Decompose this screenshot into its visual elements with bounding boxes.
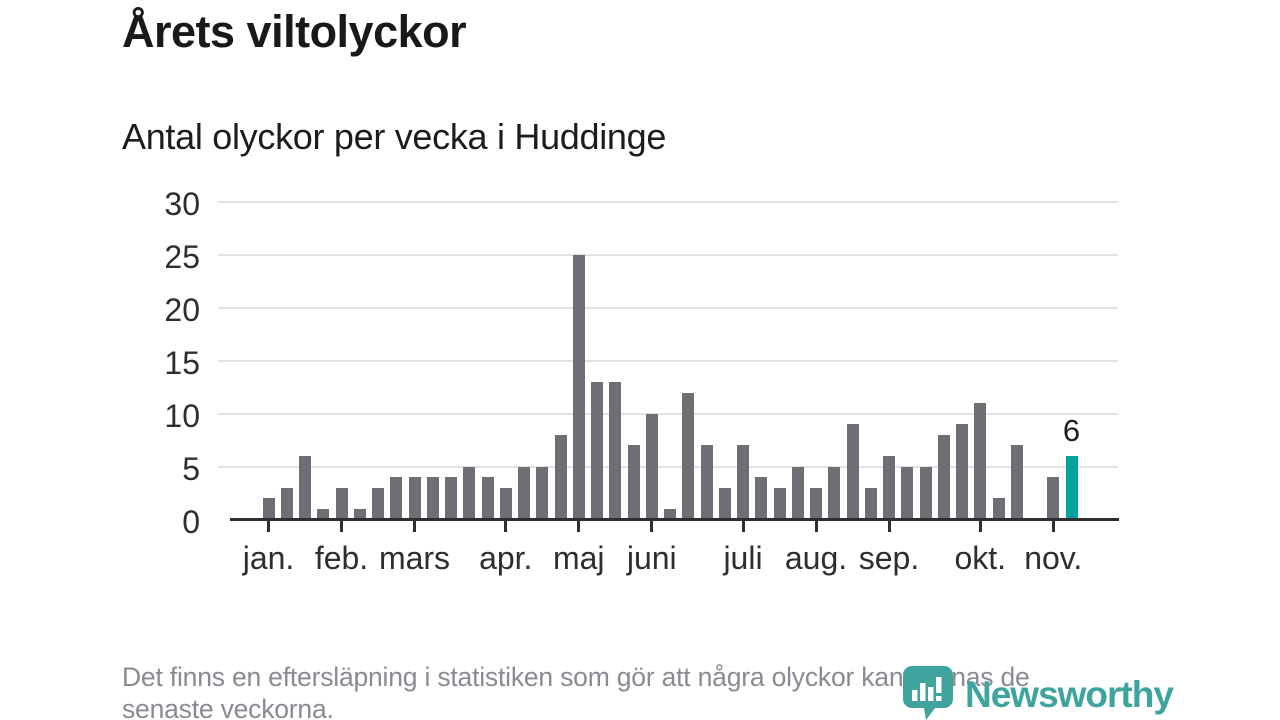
bar [536, 466, 549, 520]
bar [609, 381, 622, 520]
bar [864, 487, 877, 520]
bar [773, 487, 786, 520]
bar [280, 487, 293, 520]
x-axis-month-label: feb. [314, 540, 369, 576]
y-axis-tick-label: 25 [164, 239, 200, 275]
bar [901, 466, 914, 520]
bar [426, 477, 439, 520]
gridline [218, 465, 1118, 468]
x-axis-tick [887, 521, 891, 532]
footnote-line2: senaste veckorna. [122, 694, 334, 720]
x-axis-month-label: mars [378, 540, 451, 576]
bar [390, 477, 403, 520]
x-axis-tick [978, 521, 982, 532]
highlight-value-label: 6 [1062, 413, 1081, 449]
bar [645, 413, 658, 520]
x-axis-tick [1051, 521, 1055, 532]
bar [992, 498, 1005, 520]
bar [791, 466, 804, 520]
gridline [218, 359, 1118, 362]
bar [372, 487, 384, 520]
bar [956, 424, 968, 520]
y-axis-tick-label: 15 [164, 344, 200, 381]
gridline [218, 306, 1118, 309]
bar [262, 498, 275, 520]
newsworthy-logo-icon [903, 666, 953, 720]
bar [317, 508, 330, 520]
bar [572, 255, 585, 520]
bar [463, 466, 476, 520]
bar [919, 466, 932, 520]
logo-bars-icon [912, 677, 942, 701]
newsworthy-logo-text: Newsworthy [965, 674, 1174, 715]
bar [828, 466, 841, 520]
bar [737, 445, 749, 520]
x-axis-tick [413, 521, 416, 532]
footnote-line1: Det finns en eftersläpning i statistiken… [122, 662, 1030, 692]
x-axis-tick [504, 521, 508, 532]
bar [299, 456, 311, 520]
bar [846, 424, 859, 520]
x-axis-month-label: sep. [858, 540, 920, 576]
bar [937, 434, 950, 520]
bar [883, 456, 895, 520]
x-axis-line [230, 518, 1119, 521]
bar-highlight [1065, 456, 1078, 520]
x-axis-month-label: maj [552, 540, 605, 576]
newsworthy-logo: Newsworthy [903, 666, 1174, 720]
bar [518, 466, 530, 520]
y-axis-tick-label: 0 [182, 503, 200, 540]
bar [335, 487, 348, 520]
bar [1047, 477, 1060, 520]
footnote: Det finns en eftersläpning i statistiken… [122, 661, 1030, 720]
x-axis-month-label: okt. [954, 540, 1007, 576]
bar [408, 477, 421, 520]
x-axis-month-label: juni [626, 540, 677, 576]
bar [718, 487, 731, 520]
gridline [218, 254, 1118, 256]
x-axis-tick [577, 521, 581, 532]
page-title: Årets viltolyckor [122, 6, 467, 57]
x-axis-tick [741, 521, 745, 532]
x-axis-month-label: jan. [242, 540, 295, 576]
x-axis-month-label: nov. [1024, 540, 1083, 576]
bar [682, 392, 695, 520]
bar [554, 434, 567, 520]
bar [591, 381, 603, 520]
y-axis-tick-label: 30 [164, 186, 200, 223]
chart-subtitle: Antal olyckor per vecka i Huddinge [122, 116, 667, 157]
bar [700, 445, 713, 520]
bar [627, 445, 640, 520]
y-axis-tick-label: 20 [164, 291, 200, 328]
bar [810, 487, 822, 520]
gridline [218, 412, 1118, 415]
x-axis-month-label: juli [723, 540, 763, 576]
bar [445, 477, 457, 520]
y-axis-tick-label: 5 [182, 450, 200, 487]
bar [1010, 445, 1023, 520]
x-axis-month-label: apr. [479, 540, 533, 576]
x-axis-month-label: aug. [784, 540, 848, 576]
y-axis-tick-label: 10 [164, 397, 200, 434]
x-axis-tick [814, 521, 818, 532]
x-axis-tick [650, 521, 654, 532]
bar [755, 477, 768, 520]
gridline [218, 201, 1118, 204]
bar [481, 477, 494, 520]
x-axis-tick [340, 521, 343, 532]
x-axis-tick [267, 521, 270, 532]
bar [499, 487, 512, 520]
bar [353, 508, 366, 520]
bar [974, 403, 987, 520]
bar [664, 508, 676, 520]
